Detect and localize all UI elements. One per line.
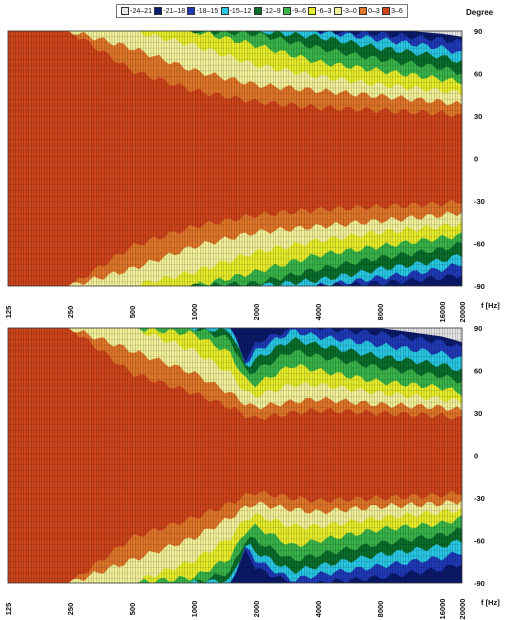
x-tick-label: 20000: [458, 302, 467, 323]
legend-label: -6–3: [317, 7, 332, 15]
x-tick-label: 500: [128, 306, 137, 319]
legend-swatch: [253, 7, 262, 15]
x-tick-label: 250: [66, 306, 75, 319]
contour-band: [8, 546, 462, 583]
x-tick-label: 16000: [438, 599, 447, 620]
legend-label: 0–3: [368, 7, 380, 15]
legend-label: -3–0: [342, 7, 357, 15]
y-tick-label: 90: [474, 27, 482, 36]
contour-band: [361, 328, 462, 343]
x-axis-label: f [Hz]: [481, 598, 500, 607]
contour-band: [8, 549, 462, 583]
legend-swatch: [121, 7, 130, 15]
legend-swatch: [187, 7, 196, 15]
y-tick-label: 0: [474, 155, 478, 164]
y-tick-label: -30: [474, 197, 485, 206]
legend-swatch: [382, 7, 391, 15]
x-axis-label: f [Hz]: [481, 301, 500, 310]
legend-item: -15–12: [220, 7, 252, 15]
contour-band: [8, 31, 462, 43]
legend-swatch: [359, 7, 368, 15]
legend-item: -9–6: [282, 7, 306, 15]
contour-band: [8, 31, 462, 76]
legend-swatch: [154, 7, 163, 15]
legend-label: 3–6: [391, 7, 403, 15]
legend-label: -12–9: [262, 7, 281, 15]
y-tick-label: -90: [474, 282, 485, 291]
heatmap-panel: 90 60 30 0 -30 -60 -90 125 250 500 1000 2000 4000 800…: [4, 324, 500, 619]
y-tick-label: 30: [474, 112, 482, 121]
x-tick-label: 8000: [376, 601, 385, 618]
legend-label: -9–6: [291, 7, 306, 15]
x-tick-label: 2000: [252, 304, 261, 321]
heatmap-panel: 90 60 30 0 -30 -60 -90 125 250 500 1000 2000 4000 800…: [4, 27, 500, 322]
x-tick-label: 500: [128, 603, 137, 616]
y-axis-title: Degree: [466, 8, 494, 17]
x-tick-label: 1000: [190, 304, 199, 321]
x-tick-label: 4000: [314, 304, 323, 321]
legend-item: -21–18: [154, 7, 185, 15]
contour-band: [361, 31, 462, 37]
plot-frame: [7, 30, 463, 287]
contour-band: [8, 241, 462, 286]
x-tick-label: 2000: [252, 601, 261, 618]
contour-band: [8, 254, 462, 286]
legend-label: -24–21: [130, 7, 152, 15]
x-tick-label: 4000: [314, 601, 323, 618]
y-tick-label: 90: [474, 324, 482, 333]
legend: -24–21 -21–18 -18–15 -15–12 -12–9 -9–6 -6–3 -3–…: [116, 4, 408, 18]
y-tick-label: -90: [474, 579, 485, 588]
legend-item: -3–0: [333, 7, 357, 15]
legend-item: -12–9: [253, 7, 281, 15]
legend-label: -18–15: [196, 7, 219, 15]
legend-swatch: [333, 7, 342, 15]
x-tick-label: 20000: [458, 599, 467, 620]
x-tick-label: 125: [4, 603, 13, 616]
contour-band: [8, 539, 462, 583]
legend-swatch: [282, 7, 291, 15]
contour-band: [8, 328, 462, 365]
legend-swatch: [220, 7, 229, 15]
x-tick-label: 8000: [376, 304, 385, 321]
contour-band: [8, 274, 462, 286]
contour-band: [8, 31, 462, 63]
y-tick-label: -30: [474, 494, 485, 503]
y-tick-label: 30: [474, 409, 482, 418]
legend-item: -6–3: [308, 7, 331, 15]
y-tick-label: 60: [474, 367, 482, 376]
contour-band: [8, 328, 462, 372]
legend-swatch: [308, 7, 317, 15]
y-tick-label: 0: [474, 452, 478, 461]
plot-frame: [7, 327, 463, 584]
x-tick-label: 1000: [190, 601, 199, 618]
y-tick-label: 60: [474, 70, 482, 79]
y-tick-label: -60: [474, 537, 485, 546]
legend-label: -21–18: [163, 7, 186, 15]
x-tick-label: 125: [4, 306, 13, 319]
x-tick-label: 250: [66, 603, 75, 616]
y-tick-label: -60: [474, 240, 485, 249]
legend-item: -24–21: [121, 7, 152, 15]
legend-item: -18–15: [187, 7, 218, 15]
legend-item: 0–3: [359, 7, 380, 15]
x-tick-label: 16000: [438, 302, 447, 323]
legend-label: -15–12: [229, 7, 252, 15]
legend-item: 3–6: [382, 7, 403, 15]
